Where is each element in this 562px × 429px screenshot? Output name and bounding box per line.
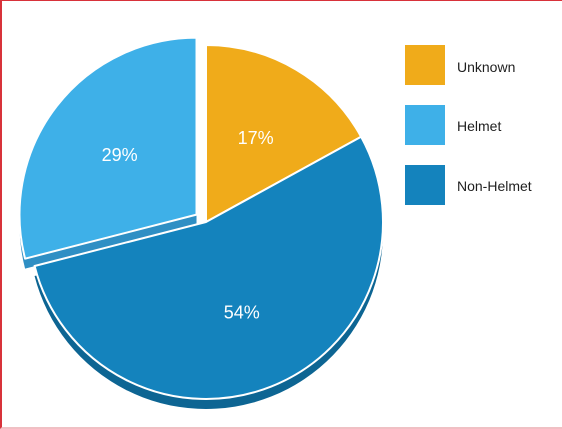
pie-slice-helmet (18, 36, 198, 260)
legend-label-unknown: Unknown (457, 59, 515, 75)
pie-label-unknown: 17% (238, 128, 274, 148)
pie-group: 17% 54% 29% (18, 36, 384, 409)
pie-slice-unknown (205, 44, 363, 223)
legend-swatch-non-helmet (405, 165, 445, 205)
legend-swatch-helmet (405, 105, 445, 145)
pie-slice-non-helmet (33, 135, 384, 400)
pie-label-helmet: 29% (102, 145, 138, 165)
legend: Unknown Helmet Non-Helmet (405, 45, 532, 205)
legend-swatch-unknown (405, 45, 445, 85)
legend-label-helmet: Helmet (457, 118, 501, 134)
legend-label-non-helmet: Non-Helmet (457, 178, 532, 194)
pie-label-non-helmet: 54% (224, 303, 260, 323)
